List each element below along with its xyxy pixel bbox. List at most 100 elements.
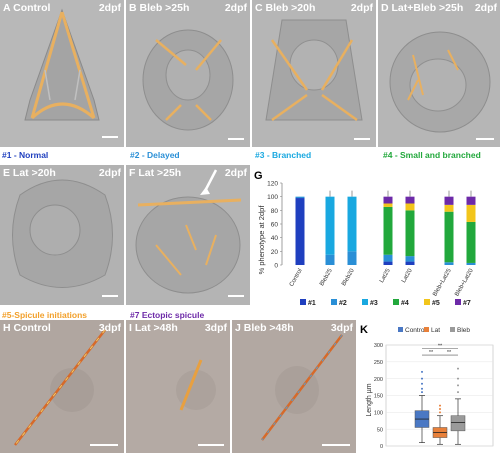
panel-i-lat48: I Lat >48h 3dpf [126,320,230,453]
chart-k-ytick-label: 250 [374,360,383,366]
chart-k-outlier [421,387,423,390]
chart-g-ytick-label: 20 [271,249,279,256]
chart-k-length-boxplot: K Length µm Control Lat Bleb 0 50 100 150 200 2… [360,324,494,450]
chart-k-legend-label: Lat [431,327,440,334]
panel-j-scalebar [322,444,350,446]
chart-g-xtick-label: Lat25 [379,267,392,284]
chart-g-xtick-label: Control [289,268,304,288]
panel-d-latbleb25: D Lat+Bleb >25h 2dpf [378,0,500,147]
chart-g-legend-swatch [393,299,399,305]
chart-k-boxes [414,367,466,445]
panel-f-scalebar [228,295,244,297]
panel-e-micrograph [0,165,124,305]
chart-k-legend-swatch [398,327,403,332]
chart-k-legend-swatch [450,327,455,332]
panel-a-micrograph [0,0,124,147]
chart-g-bars [295,190,476,265]
chart-g-xtick-label: Bleb25 [319,267,334,287]
chart-g-bar-segment [466,262,476,265]
chart-g-ytick-label: 40 [271,235,279,242]
panel-c-scalebar [354,138,370,140]
chart-k-outlier [421,377,423,380]
chart-k-outlier [457,377,459,380]
chart-g-bar-segment [405,261,415,265]
chart-k-outlier [457,384,459,387]
panel-b-label: B Bleb >25h [129,2,190,14]
chart-k-outlier [421,391,423,394]
panel-e-scalebar [102,295,118,297]
chart-k-significance: ** ** ** [422,343,458,356]
panel-j-stage: 3dpf [330,322,353,334]
panel-c-micrograph [252,0,376,147]
chart-k-ytick-label: 50 [377,427,383,433]
chart-k-axis: 0 50 100 150 200 250 300 [374,343,494,450]
chart-g-xtick-label: Lat20 [401,267,414,284]
chart-k-ytick-label: 200 [374,377,383,383]
panel-a-control: A Control 2dpf [0,0,124,147]
chart-g-bar-segment [383,203,393,207]
panel-i-scalebar [198,444,224,446]
chart-k-legend-label: Bleb [457,327,470,334]
chart-g-ytick-label: 60 [271,222,279,229]
chart-k-box [450,415,466,432]
panel-d-micrograph [378,0,500,147]
panel-e-lat20: E Lat >20h 2dpf [0,165,124,305]
chart-g-phenotype: G % phenotype at 2dpf 0 20 40 60 80 100 120 Con… [254,170,476,307]
chart-k-outlier [439,404,441,407]
caption-spicule-initiations: #5-Spicule initiations [2,310,88,320]
panel-i-stage: 3dpf [204,322,227,334]
chart-k-outlier [457,367,459,370]
chart-g-legend-swatch [455,299,461,305]
panel-h-label: H Control [3,322,51,334]
panel-a-scalebar [102,136,118,138]
chart-k-ytick-label: 300 [374,343,383,349]
panel-f-stage: 2dpf [224,167,247,179]
chart-g-bar-segment [405,196,415,204]
chart-k-legend-label: Control [405,327,427,334]
chart-g-bar-segment [383,206,393,255]
chart-k-outlier [439,411,441,414]
chart-g-ytick-label: 120 [267,181,278,188]
caption-small-branched: #4 - Small and branched [383,150,481,160]
panel-f-label: F Lat >25h [129,167,182,179]
panel-j-label: J Bleb >48h [235,322,294,334]
panel-b-bleb25: B Bleb >25h 2dpf [126,0,250,147]
panel-j-bleb48: J Bleb >48h 3dpf [232,320,356,453]
panel-f-micrograph [126,165,250,305]
chart-g-panel-label: G [254,170,263,182]
panel-c-stage: 2dpf [350,2,373,14]
panel-d-label: D Lat+Bleb >25h [381,2,464,14]
chart-g-legend-label: #4 [401,300,409,307]
chart-g-bar-segment [405,210,415,257]
chart-g-bar-segment [405,256,415,262]
panel-c-label: C Bleb >20h [255,2,316,14]
panel-h-scalebar [90,444,118,446]
chart-g-bar-segment [444,196,454,205]
chart-g-ytick-label: 100 [267,194,278,201]
panel-e-label: E Lat >20h [3,167,56,179]
chart-k-panel-label: K [360,324,368,336]
panel-e-stage: 2dpf [98,167,121,179]
caption-delayed: #2 - Delayed [130,150,180,160]
panel-c-bleb20: C Bleb >20h 2dpf [252,0,376,147]
panel-d-stage: 2dpf [474,2,497,14]
chart-g-legend: #1 #2 #3 #4 #5 #7 [300,299,471,307]
chart-g-legend-label: #1 [308,300,316,307]
chart-g-bar-segment [466,221,476,263]
panel-d-scalebar [476,138,494,140]
chart-g-legend-label: #2 [339,300,347,307]
chart-g-bar-segment [444,211,454,263]
chart-k-ylabel: Length µm [366,383,373,416]
chart-g-bar-segment [295,196,305,199]
chart-k-legend: Control Lat Bleb [398,327,470,334]
chart-k-outlier [421,370,423,373]
chart-g-bar-segment [383,261,393,265]
chart-g-xtick-label: Bleb+Lat20 [454,267,475,297]
chart-g-bar-segment [405,203,415,211]
chart-g-ylabel: % phenotype at 2dpf [257,205,266,275]
chart-g-xtick-label: Bleb20 [341,267,356,287]
chart-g-bar-segment [295,198,305,265]
chart-g-bar-segment [383,196,393,204]
panel-j-micrograph [232,320,356,453]
chart-k-ytick-label: 100 [374,411,383,417]
